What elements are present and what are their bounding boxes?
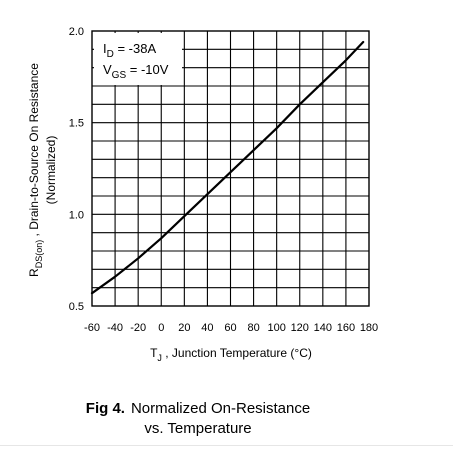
- legend-vgs-sub: GS: [112, 70, 127, 81]
- y-axis-sub: DS(on): [34, 240, 44, 269]
- x-axis-title: , Junction Temperature (°C): [162, 346, 312, 360]
- x-tick-label: -20: [130, 322, 146, 334]
- footer-divider: [0, 445, 453, 446]
- x-tick-label: 160: [337, 322, 355, 334]
- x-axis-sub: J: [157, 353, 162, 363]
- x-tick-label: -40: [107, 322, 123, 334]
- y-axis-label: RDS(on) , Drain-to-Source On Resistance: [27, 63, 44, 277]
- legend-line-vgs: VGS = -10V: [103, 62, 169, 81]
- legend-id-sub: D: [107, 49, 114, 60]
- x-tick-label: -60: [84, 322, 100, 334]
- x-tick-label: 80: [247, 322, 259, 334]
- legend-box: [94, 33, 182, 85]
- y-tick-label: 1.5: [69, 118, 84, 130]
- x-tick-label: 60: [224, 322, 236, 334]
- y-axis-title: , Drain-to-Source On Resistance: [27, 63, 41, 240]
- x-axis-symbol: T: [150, 346, 158, 360]
- legend-vgs-value: = -10V: [126, 62, 169, 77]
- series-line: [90, 40, 365, 295]
- x-tick-label: 140: [314, 322, 332, 334]
- legend-id-symbol: I: [103, 41, 107, 56]
- figure-caption-line1: Fig 4. Normalized On-Resistance: [86, 400, 310, 417]
- figure-label: Fig 4.: [86, 400, 125, 417]
- y-axis-symbol: R: [27, 268, 41, 277]
- legend-line-id: ID = -38A: [103, 41, 156, 60]
- plot-frame: [91, 30, 370, 307]
- x-tick-label: 100: [267, 322, 285, 334]
- x-tick-labels: -60 -40 -20 0 20 40 60 80 100 120 140 160 180: [84, 322, 378, 334]
- x-tick-label: 20: [178, 322, 190, 334]
- y-tick-labels: 0.5 1.0 1.5 2.0: [69, 26, 84, 313]
- x-tick-label: 180: [360, 322, 378, 334]
- x-tick-label: 0: [158, 322, 164, 334]
- y-axis-label-line2: (Normalized): [44, 136, 58, 205]
- figure-caption-line2: vs. Temperature: [144, 420, 251, 437]
- y-tick-label: 1.0: [69, 209, 84, 221]
- grid: [92, 31, 369, 306]
- x-tick-label: 120: [291, 322, 309, 334]
- y-tick-label: 0.5: [69, 301, 84, 313]
- legend-vgs-symbol: V: [103, 62, 112, 77]
- x-tick-label: 40: [201, 322, 213, 334]
- y-tick-label: 2.0: [69, 26, 84, 38]
- curve-group: [90, 40, 365, 295]
- legend-id-value: = -38A: [114, 41, 157, 56]
- figure-title: Normalized On-Resistance: [131, 400, 310, 417]
- x-axis-label: TJ , Junction Temperature (°C): [150, 346, 312, 363]
